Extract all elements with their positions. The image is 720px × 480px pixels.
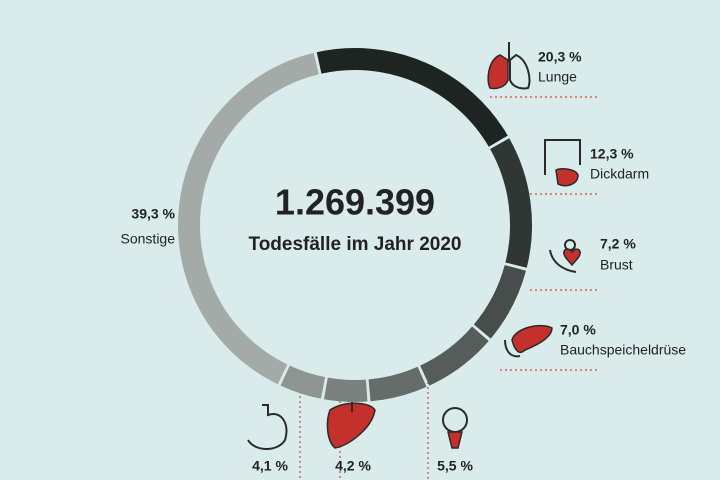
category-label: Brust: [600, 257, 633, 273]
value-label: 4,2 %: [335, 458, 371, 474]
value-label: 20,3 %: [538, 49, 582, 65]
value-label: 5,5 %: [437, 458, 473, 474]
donut-segment: [490, 138, 532, 268]
center-value: 1.269.399: [275, 182, 435, 223]
category-label: Dickdarm: [590, 166, 649, 182]
value-label: 4,1 %: [252, 458, 288, 474]
donut-segment: [280, 365, 326, 399]
donut-segment: [178, 52, 319, 385]
value-label: 39,3 %: [131, 206, 175, 222]
donut-segment: [473, 264, 526, 339]
icons: [247, 42, 581, 450]
category-label: Bauchspeicheldrüse: [560, 342, 686, 358]
donut-segment: [316, 48, 508, 147]
category-label: Sonstige: [121, 231, 176, 247]
donut-segment: [368, 366, 427, 402]
donut-segment: [419, 326, 489, 386]
value-label: 7,2 %: [600, 236, 636, 252]
category-label: Lunge: [538, 69, 577, 85]
value-label: 7,0 %: [560, 322, 596, 338]
value-label: 12,3 %: [590, 146, 634, 162]
donut-segment: [323, 377, 368, 402]
center-caption: Todesfälle im Jahr 2020: [249, 234, 462, 255]
